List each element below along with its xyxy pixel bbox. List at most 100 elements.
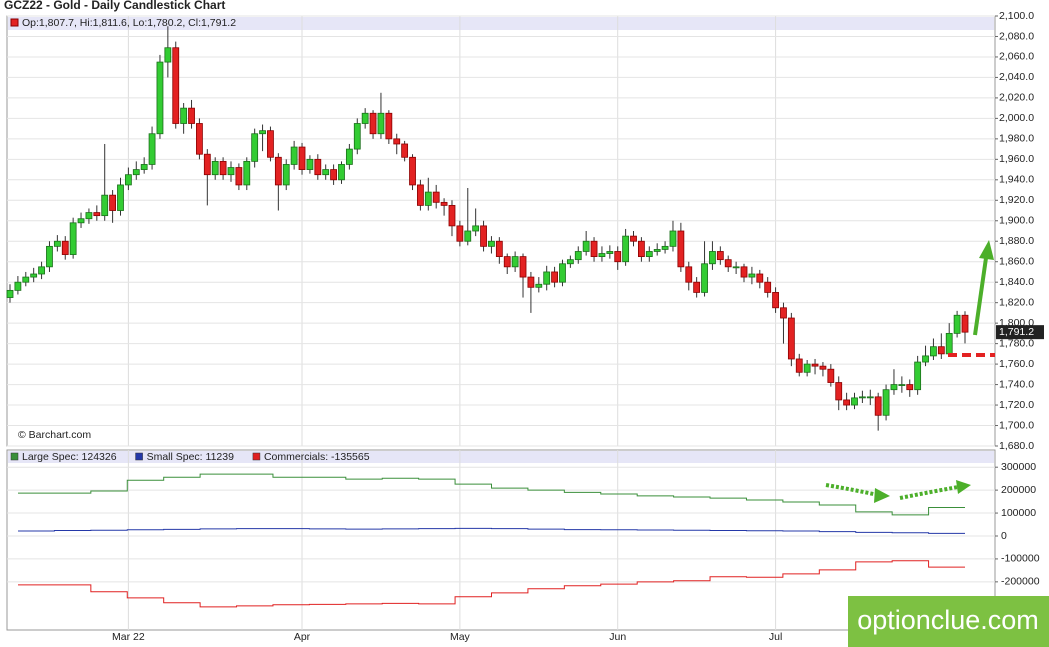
- candle-body: [756, 273, 764, 283]
- cot-line: [18, 560, 965, 608]
- y-tick-label: 1,820.0: [999, 296, 1034, 308]
- candle-body: [566, 259, 574, 265]
- y-tick-label: 1,840.0: [999, 276, 1034, 288]
- y-tick-label: 1,700.0: [999, 419, 1034, 431]
- x-tick-label: Mar 22: [112, 631, 145, 643]
- y-tick-label: 2,020.0: [999, 92, 1034, 104]
- candle-body: [30, 273, 38, 278]
- legend-swatch: [252, 452, 261, 461]
- candle-body: [701, 263, 708, 293]
- candle-body: [448, 205, 456, 227]
- candle-body: [330, 169, 337, 181]
- y-tick-label: 300000: [1001, 461, 1036, 473]
- candle-body: [858, 396, 866, 399]
- cot-line: [18, 527, 965, 534]
- candle-body: [93, 212, 101, 217]
- candle-body: [393, 138, 401, 145]
- price-legend-bar: [8, 17, 994, 30]
- candle-body: [495, 240, 503, 257]
- candle-body: [590, 240, 598, 257]
- x-tick-label: Jul: [769, 631, 782, 643]
- chart-title: GCZ22 - Gold - Daily Candlestick Chart: [4, 0, 225, 12]
- last-price-label: 1,791.2: [999, 326, 1034, 338]
- candle-body: [551, 271, 558, 283]
- candle-body: [164, 47, 172, 63]
- candle-body: [748, 273, 756, 278]
- candle-body: [953, 314, 961, 334]
- y-tick-label: 1,960.0: [999, 153, 1034, 165]
- candle-body: [69, 222, 77, 255]
- candle-body: [188, 107, 195, 124]
- candle-body: [338, 164, 345, 181]
- candle-body: [314, 158, 322, 176]
- x-tick-label: Apr: [294, 631, 311, 643]
- candle-body: [298, 146, 306, 170]
- candle-body: [724, 259, 732, 268]
- legend-swatch: [10, 452, 19, 461]
- candle-body: [235, 167, 243, 186]
- candle-body: [345, 148, 353, 165]
- y-tick-label: 1,940.0: [999, 174, 1034, 186]
- candle-body: [306, 158, 314, 170]
- candle-body: [693, 281, 701, 293]
- candle-body: [669, 230, 677, 247]
- candle-body: [361, 112, 369, 124]
- arrow: [973, 257, 988, 336]
- y-tick-label: -100000: [1001, 553, 1040, 565]
- legend-swatch: [135, 452, 143, 461]
- watermark-box: [848, 596, 1049, 647]
- x-tick-label: Jun: [609, 631, 626, 643]
- candle-body: [480, 225, 487, 247]
- candle-body: [819, 365, 827, 370]
- candle-body: [843, 399, 851, 406]
- candle-body: [914, 361, 922, 391]
- candle-body: [937, 346, 945, 355]
- candle-body: [598, 253, 606, 257]
- candle-body: [772, 292, 779, 309]
- candle-body: [124, 174, 132, 186]
- candle-body: [787, 317, 795, 360]
- arrow-head: [956, 480, 971, 494]
- candle-body: [132, 169, 140, 176]
- candle-body: [740, 266, 748, 278]
- candle-body: [488, 240, 495, 247]
- candle-body: [503, 256, 511, 268]
- candle-body: [409, 156, 416, 186]
- candle-body: [140, 164, 148, 170]
- candle-body: [46, 245, 53, 268]
- legend-swatch: [10, 18, 19, 27]
- candle-body: [77, 218, 85, 224]
- candle-body: [527, 276, 535, 288]
- y-tick-label: 2,060.0: [999, 51, 1034, 63]
- x-tick-label: May: [450, 631, 471, 643]
- y-tick-label: 2,000.0: [999, 112, 1034, 124]
- candle-body: [61, 240, 69, 255]
- candle-body: [14, 281, 22, 291]
- price-panel: [6, 15, 996, 447]
- candle-body: [511, 256, 519, 268]
- candle-body: [945, 332, 953, 355]
- y-tick-label: 1,900.0: [999, 215, 1034, 227]
- grid: [7, 15, 995, 630]
- candle-body: [259, 130, 266, 135]
- candle-body: [172, 47, 180, 124]
- candle-body: [653, 249, 661, 252]
- y-tick-label: 2,100.0: [999, 10, 1034, 22]
- candle-body: [638, 240, 645, 257]
- candle-body: [456, 225, 464, 242]
- candle-body: [519, 256, 527, 278]
- candle-body: [243, 160, 251, 186]
- candle-body: [645, 251, 653, 257]
- legend-label: Large Spec: 124326: [22, 451, 117, 463]
- candle-body: [432, 191, 440, 203]
- candle-body: [385, 112, 393, 140]
- candle-body: [369, 112, 377, 135]
- candle-body: [417, 184, 424, 206]
- cot-panel: [6, 449, 996, 631]
- arrow-head: [979, 240, 994, 260]
- candle-body: [472, 225, 480, 232]
- source: © Barchart.com: [18, 429, 91, 441]
- candle-body: [827, 368, 835, 383]
- candle-body: [906, 384, 914, 391]
- candle-body: [764, 281, 772, 293]
